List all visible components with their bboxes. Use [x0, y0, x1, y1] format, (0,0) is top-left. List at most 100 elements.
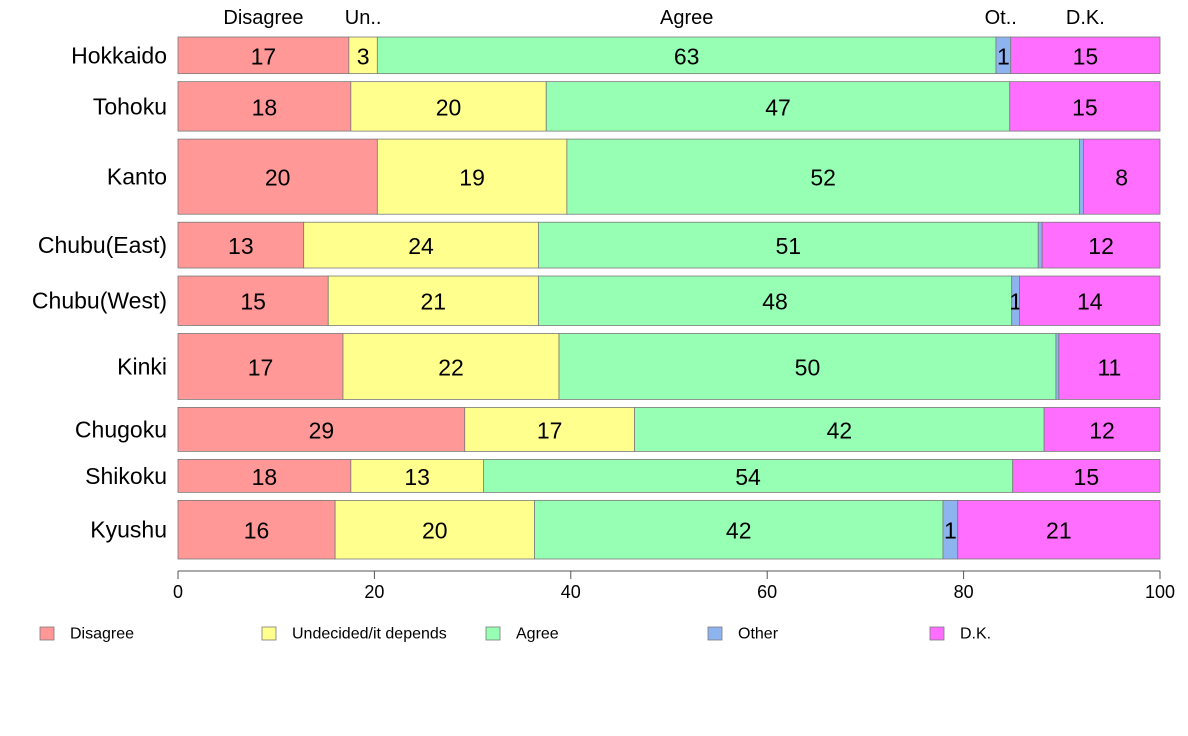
bar-segment-d-k [1010, 36, 1161, 75]
x-axis: 0 20 40 60 80 100 [173, 570, 1175, 602]
legend-swatch [929, 626, 945, 641]
bar-segment-un [376, 138, 568, 215]
data-label: 17 [537, 417, 563, 443]
legend-label: Other [738, 626, 779, 643]
data-label: 18 [252, 94, 278, 120]
bar-segment-un [303, 221, 539, 269]
data-label: 12 [1088, 233, 1114, 259]
bar-segment-agree [634, 407, 1045, 452]
bar-segment-agree [483, 458, 1014, 493]
bar-segment-disagree [177, 221, 305, 269]
x-tick-label: 60 [757, 582, 777, 602]
data-label: 15 [1074, 464, 1100, 490]
legend-label: Agree [516, 626, 559, 643]
data-label: 21 [421, 289, 447, 315]
bar-segment-disagree [177, 458, 352, 493]
top-series-label: Disagree [223, 7, 303, 29]
top-series-label: D.K. [1066, 7, 1105, 29]
data-label: 50 [795, 354, 821, 380]
data-label: 42 [827, 417, 853, 443]
bar-segment-un [464, 407, 636, 452]
bar-segment-d-k [957, 499, 1161, 560]
data-label: 12 [1089, 417, 1115, 443]
bar-segment-un [327, 275, 539, 326]
bar-segment-agree [537, 221, 1039, 269]
data-label: 13 [228, 233, 254, 259]
x-tick-label: 80 [954, 582, 974, 602]
bar-segment-d-k [1019, 275, 1161, 326]
category-label: Chubu(East) [38, 232, 167, 258]
data-label: 63 [674, 43, 700, 69]
data-label: 17 [248, 354, 274, 380]
x-tick-label: 100 [1145, 582, 1175, 602]
bar-segment-d-k [1058, 333, 1161, 400]
legend-swatch [39, 626, 55, 641]
top-series-label: Un.. [345, 7, 382, 29]
top-category-labels: Disagree Un.. Agree Ot.. D.K. [223, 7, 1104, 29]
bar-segment-d-k [1009, 81, 1161, 132]
top-series-label: Agree [660, 7, 713, 29]
data-label: 19 [459, 165, 485, 191]
category-label: Tohoku [93, 93, 167, 119]
data-label: 18 [252, 464, 278, 490]
legend-label: Undecided/it depends [292, 626, 447, 643]
x-tick-label: 40 [561, 582, 581, 602]
data-label: 54 [735, 464, 761, 490]
bar-segment-disagree [177, 138, 378, 215]
bar-segment-un [348, 36, 378, 75]
legend: Disagree Undecided/it depends Agree Other D.… [39, 626, 991, 643]
bar-segment-un [334, 499, 535, 560]
data-label: 42 [726, 518, 752, 544]
bar-segment-ot [1079, 138, 1084, 215]
data-label: 3 [357, 43, 370, 69]
bar-segment-disagree [177, 407, 466, 452]
data-label: 13 [404, 464, 430, 490]
bar-segment-d-k [1041, 221, 1161, 269]
bar-segment-agree [537, 275, 1013, 326]
bar-segment-d-k [1043, 407, 1161, 452]
bar-segment-agree [534, 499, 944, 560]
bar-segment-agree [545, 81, 1011, 132]
data-label: 15 [1072, 94, 1098, 120]
bar-segment-un [342, 333, 560, 400]
data-label: 24 [408, 233, 434, 259]
data-label: 1 [944, 518, 957, 544]
category-label: Kinki [117, 353, 167, 379]
category-label: Kanto [107, 164, 167, 190]
data-label: 17 [251, 43, 277, 69]
bar-segment-disagree [177, 81, 352, 132]
bar-segment-disagree [177, 333, 344, 400]
bar-segment-agree [376, 36, 997, 75]
bar-segment-agree [566, 138, 1080, 215]
legend-swatch [707, 626, 723, 641]
bar-segment-ot [1055, 333, 1060, 400]
data-label: 20 [436, 94, 462, 120]
data-label: 22 [438, 354, 464, 380]
data-label: 29 [309, 417, 335, 443]
category-label: Hokkaido [71, 42, 167, 68]
data-label: 8 [1115, 165, 1128, 191]
bar-segment-disagree [177, 36, 350, 75]
data-label: 15 [1073, 43, 1099, 69]
data-label: 51 [776, 233, 802, 259]
category-label: Shikoku [85, 463, 167, 489]
legend-label: D.K. [960, 626, 991, 643]
data-label: 16 [244, 518, 270, 544]
data-label: 20 [265, 165, 291, 191]
data-label: 14 [1077, 289, 1103, 315]
bar-segment-un [350, 81, 547, 132]
legend-swatch [261, 626, 277, 641]
category-label: Chubu(West) [32, 288, 167, 314]
top-series-label: Ot.. [985, 7, 1017, 29]
data-label: 21 [1046, 518, 1072, 544]
bar-segment-d-k [1083, 138, 1161, 215]
data-label: 1 [997, 43, 1010, 69]
bar-segment-un [350, 458, 484, 493]
data-label: 48 [762, 289, 788, 315]
data-label: 15 [240, 289, 266, 315]
legend-label: Disagree [70, 626, 134, 643]
bar-segment-ot [1037, 221, 1043, 269]
bar-segment-disagree [177, 275, 329, 326]
